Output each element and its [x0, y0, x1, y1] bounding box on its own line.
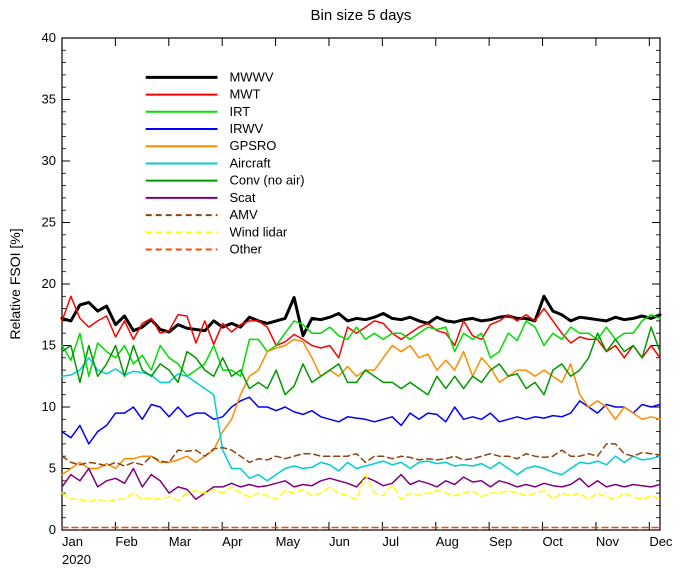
y-axis-label: Relative FSOI [%] — [7, 228, 23, 339]
legend-label: IRT — [229, 104, 250, 119]
xtick-label: Dec — [649, 534, 673, 549]
legend-label: AMV — [229, 207, 257, 222]
legend-label: Scat — [229, 190, 255, 205]
ytick-label: 35 — [42, 92, 56, 107]
ytick-label: 20 — [42, 276, 56, 291]
ytick-label: 0 — [49, 522, 56, 537]
legend-label: MWWV — [229, 69, 273, 84]
chart-container: Bin size 5 days 0 5 10 15 20 25 30 35 40 Jan Feb Mar… — [0, 0, 690, 585]
legend-label: Wind lidar — [229, 224, 287, 239]
xtick-label: Nov — [596, 534, 620, 549]
ytick-label: 40 — [42, 30, 56, 45]
chart-svg: Bin size 5 days 0 5 10 15 20 25 30 35 40 Jan Feb Mar… — [0, 0, 690, 585]
chart-title: Bin size 5 days — [311, 7, 412, 24]
xtick-label: Aug — [436, 534, 459, 549]
xtick-label: Mar — [169, 534, 192, 549]
xtick-label: Oct — [543, 534, 564, 549]
ytick-label: 30 — [42, 153, 56, 168]
xtick-label: Jul — [382, 534, 399, 549]
xtick-label: Feb — [115, 534, 137, 549]
legend-label: MWT — [229, 87, 260, 102]
xtick-label: May — [276, 534, 301, 549]
xtick-label: Sep — [489, 534, 512, 549]
legend-label: Other — [229, 242, 262, 257]
ytick-label: 25 — [42, 215, 56, 230]
ytick-label: 5 — [49, 461, 56, 476]
xtick-label: Apr — [222, 534, 243, 549]
legend-label: Aircraft — [229, 155, 271, 170]
ytick-label: 10 — [42, 399, 56, 414]
legend-label: GPSRO — [229, 138, 276, 153]
legend-label: IRWV — [229, 121, 263, 136]
legend-label: Conv (no air) — [229, 173, 304, 188]
ytick-label: 15 — [42, 338, 56, 353]
year-label: 2020 — [62, 552, 91, 567]
xtick-label: Jun — [329, 534, 350, 549]
xtick-label: Jan — [62, 534, 83, 549]
